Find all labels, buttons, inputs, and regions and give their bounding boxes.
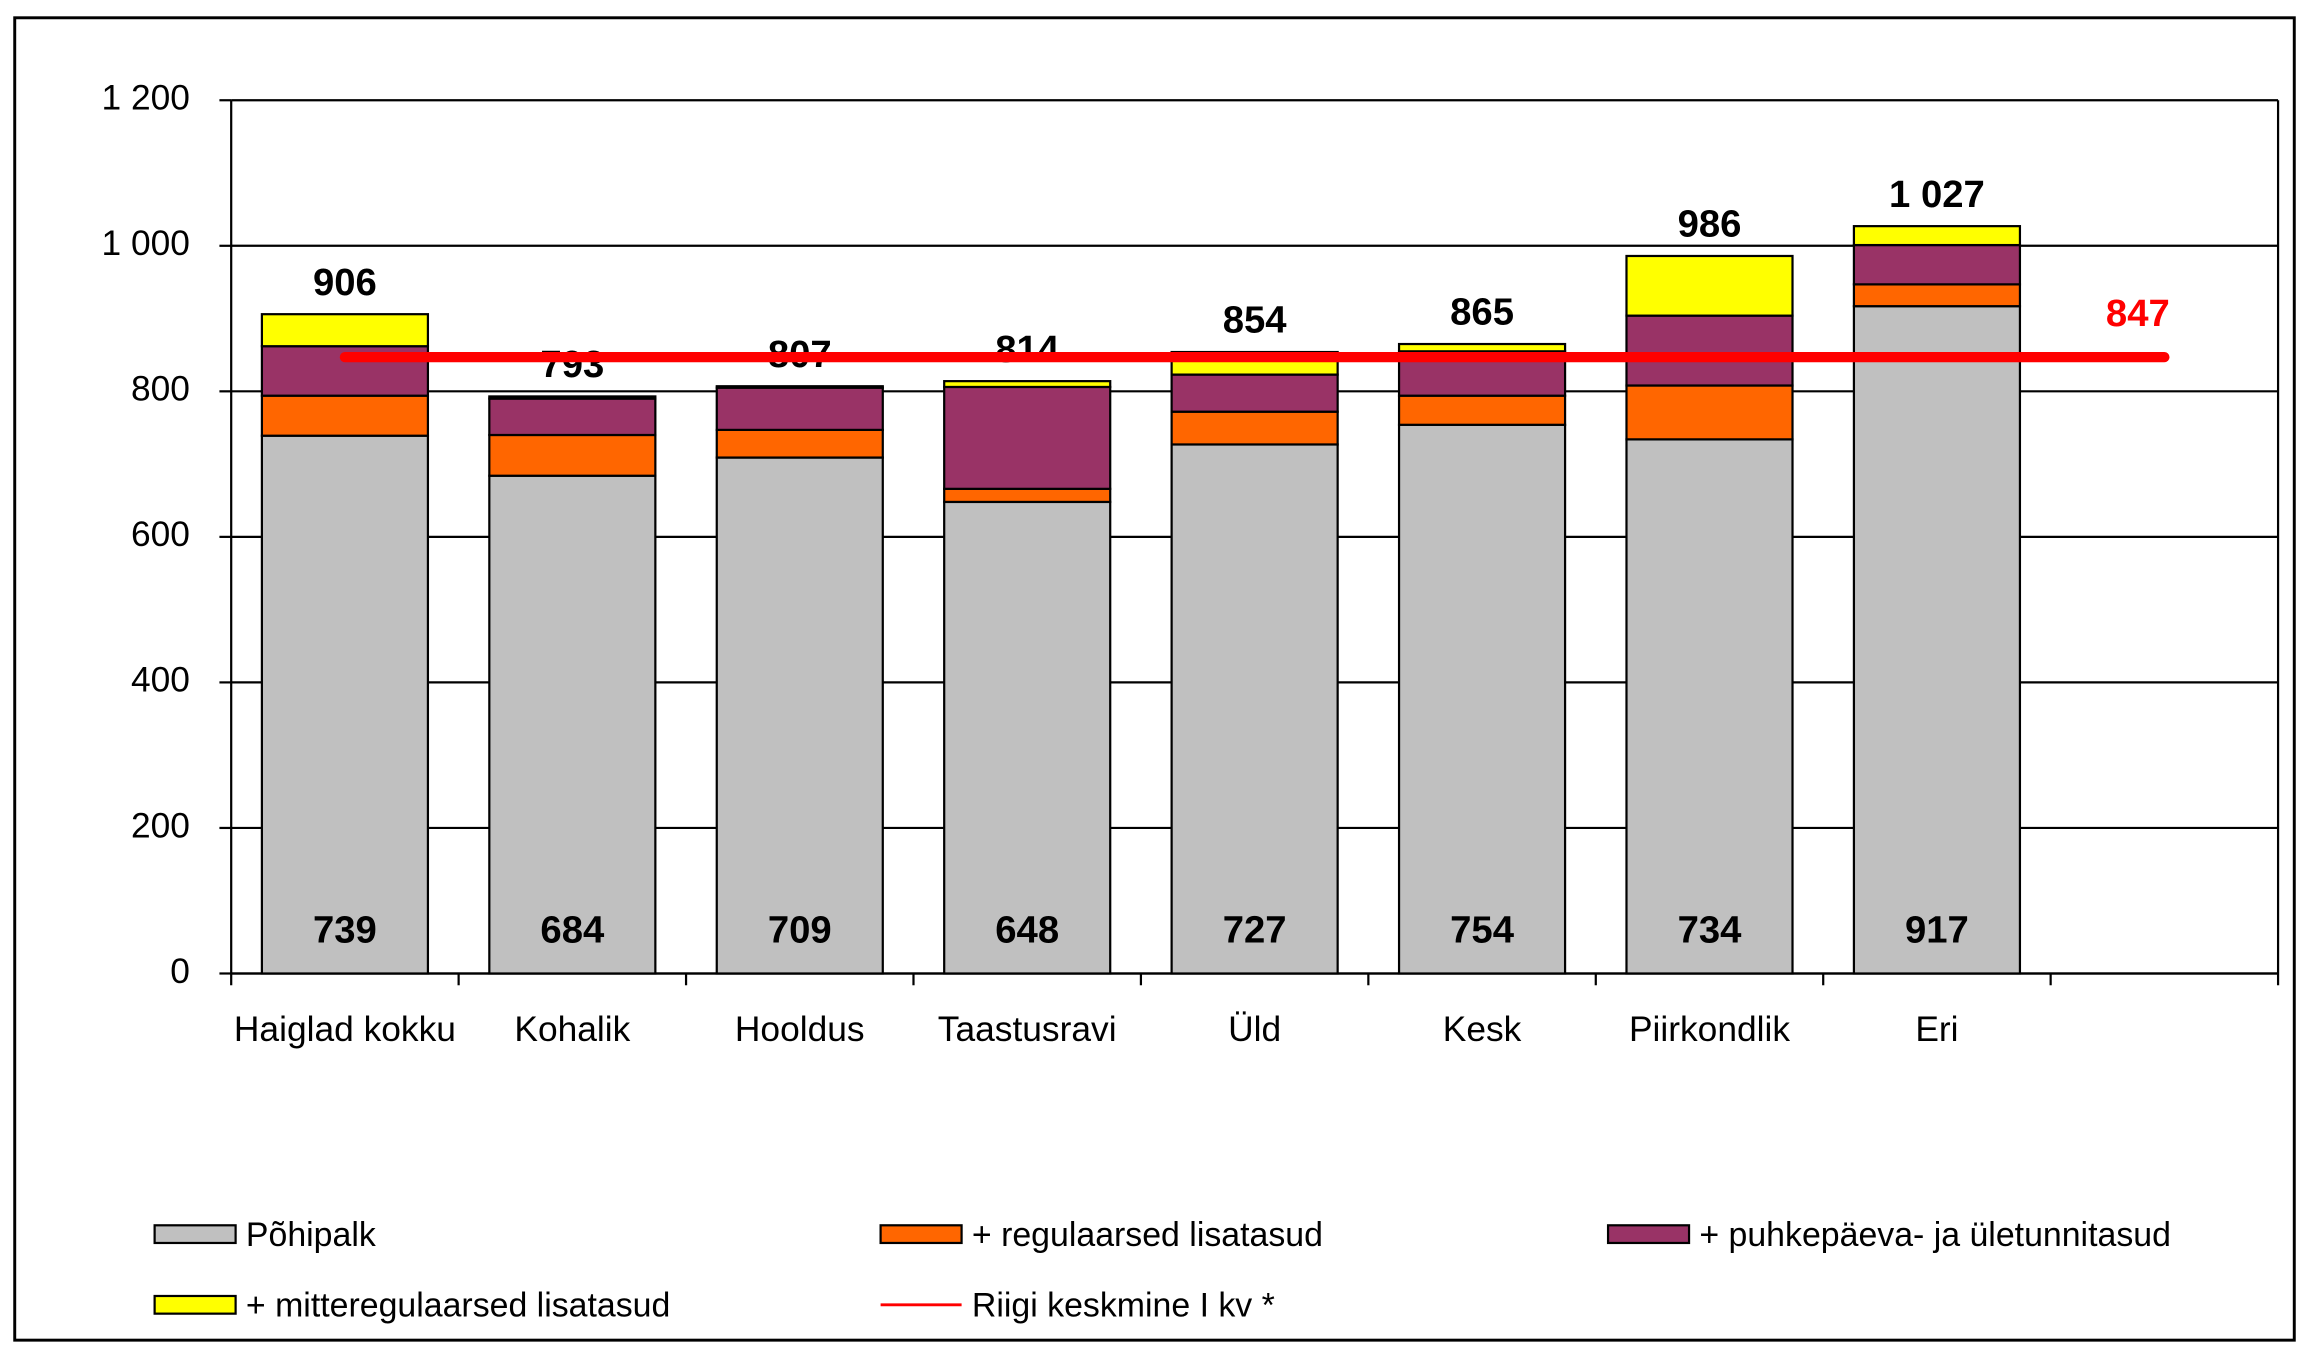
y-tick-label: 200	[131, 806, 190, 845]
legend-label: + regulaarsed lisatasud	[972, 1216, 1323, 1254]
bar-segment	[260, 434, 430, 975]
y-tick-label: 0	[170, 952, 190, 991]
bar-segment	[1397, 423, 1567, 975]
bar-segment	[715, 456, 884, 975]
bar-segment	[1625, 438, 1794, 975]
bar-segment	[1852, 225, 2022, 247]
bar-segment	[1397, 342, 1567, 353]
bar-segment	[1852, 243, 2022, 286]
x-tick-label: Taastusravi	[937, 1010, 1117, 1051]
total-label: 906	[313, 261, 377, 304]
x-tick-label: Kesk	[1442, 1010, 1522, 1051]
bar-segment	[488, 397, 657, 437]
x-tick-label: Kohalik	[514, 1010, 631, 1051]
x-tick-label-box: Kohalik	[514, 1010, 631, 1051]
legend-label: + puhkepäeva- ja ületunnitasud	[1699, 1216, 2171, 1254]
legend-label: + mitteregulaarsed lisatasud	[246, 1287, 670, 1325]
x-tick-label-box: Taastusravi	[937, 1010, 1117, 1051]
bar-segment	[1852, 283, 2022, 308]
bar-segment	[260, 313, 430, 348]
x-tick-label: Haiglad kokku	[233, 1010, 456, 1051]
bar-segment	[1397, 394, 1567, 426]
x-tick-label-box: Haiglad kokku	[233, 1010, 456, 1051]
legend-swatch	[153, 1294, 237, 1315]
y-tick-label: 1 000	[102, 224, 190, 263]
y-tick-label: 600	[131, 515, 190, 554]
bar-segment	[943, 500, 1112, 975]
bar-segment	[1625, 384, 1794, 441]
value-label: 648	[995, 908, 1059, 951]
legend-label: Põhipalk	[246, 1216, 376, 1254]
y-tick-label: 400	[131, 661, 190, 700]
total-label: 814	[995, 328, 1060, 371]
bar-segment	[488, 474, 657, 975]
total-label: 1 027	[1889, 173, 1985, 216]
value-label: 727	[1223, 908, 1287, 951]
bar-segment	[943, 380, 1112, 389]
line-label: 847	[2106, 292, 2170, 335]
bar-segment	[1625, 254, 1794, 317]
legend-label: Riigi keskmine I kv *	[972, 1287, 1275, 1325]
bar-segment	[715, 386, 884, 432]
bar-segment	[1852, 305, 2022, 975]
bar-segment	[1170, 410, 1339, 446]
bar-segment	[488, 433, 657, 477]
x-tick-label: Eri	[1915, 1010, 1959, 1051]
value-label: 709	[768, 908, 832, 951]
bar-segment	[943, 487, 1112, 504]
bar-segment	[1170, 373, 1339, 413]
total-label: 793	[540, 343, 604, 386]
bar-segment	[1170, 443, 1339, 975]
total-label: 854	[1223, 299, 1288, 342]
value-label: 734	[1678, 908, 1743, 951]
bar-segment	[1625, 314, 1794, 387]
x-tick-label: Piirkondlik	[1628, 1010, 1791, 1051]
bar-segment	[715, 385, 884, 389]
x-tick-label: Üld	[1228, 1010, 1282, 1051]
bar-segment	[488, 395, 657, 400]
total-label: 986	[1678, 203, 1742, 246]
total-label: 865	[1450, 291, 1514, 334]
bar-segment	[715, 428, 884, 459]
value-label: 684	[540, 908, 605, 951]
bar-segment	[943, 385, 1112, 490]
x-tick-label-box: Hooldus	[734, 1010, 865, 1051]
value-label: 754	[1450, 908, 1515, 951]
legend-swatch	[1606, 1224, 1691, 1245]
x-tick-label-box: Piirkondlik	[1628, 1010, 1791, 1051]
value-label: 917	[1905, 908, 1969, 951]
x-tick-label-box: Eri	[1915, 1010, 1959, 1051]
legend-swatch	[153, 1224, 237, 1245]
bar-segment	[260, 394, 430, 437]
x-tick-label-box: Kesk	[1442, 1010, 1522, 1051]
x-tick-label: Hooldus	[734, 1010, 865, 1051]
x-tick-label-box: Üld	[1228, 1010, 1282, 1051]
y-tick-label: 800	[131, 370, 190, 409]
y-tick-label: 1 200	[102, 79, 190, 118]
value-label: 739	[313, 908, 377, 951]
legend-swatch	[879, 1224, 963, 1245]
